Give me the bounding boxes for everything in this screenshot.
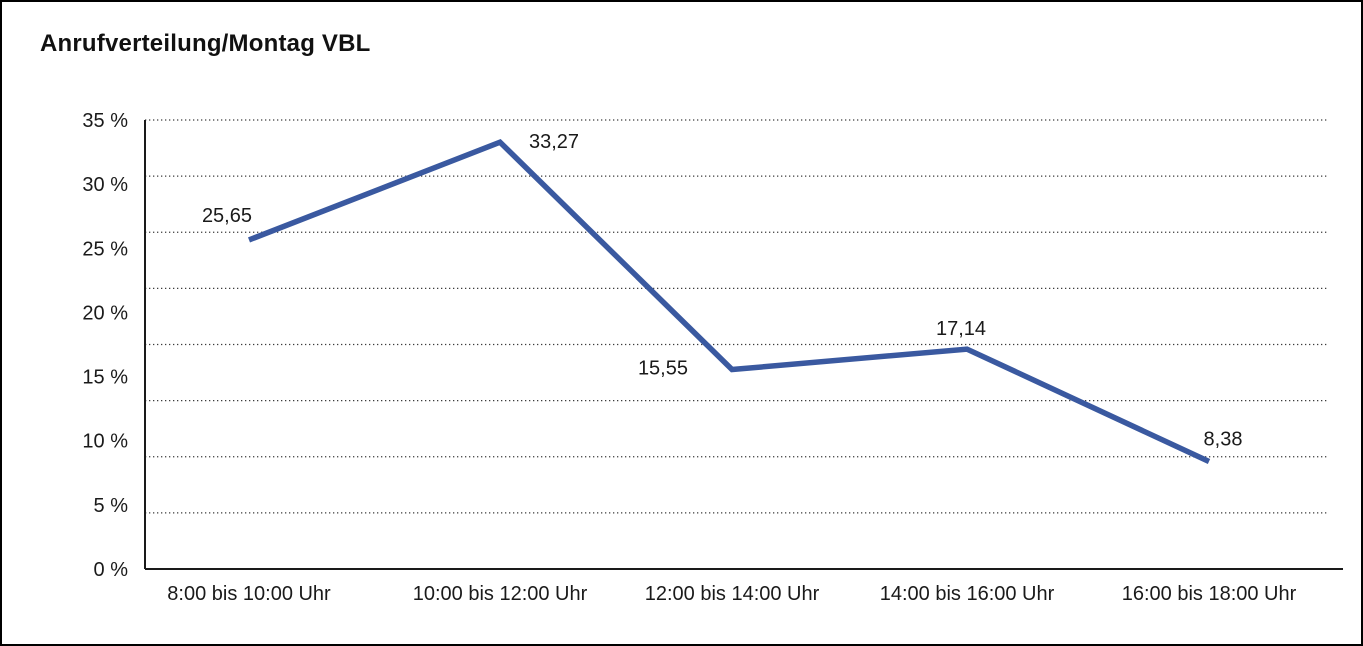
x-axis-category-label: 16:00 bis 18:00 Uhr — [1122, 583, 1297, 605]
y-axis-tick-label: 25 % — [82, 238, 128, 260]
x-axis-category-label: 8:00 bis 10:00 Uhr — [167, 583, 331, 605]
data-point-label: 25,65 — [202, 205, 252, 227]
x-axis-category-label: 12:00 bis 14:00 Uhr — [645, 583, 820, 605]
data-point-label: 33,27 — [529, 131, 579, 153]
y-axis-tick-label: 30 % — [82, 174, 128, 196]
y-axis-tick-label: 5 % — [94, 495, 129, 517]
data-point-label: 17,14 — [936, 318, 986, 340]
data-point-label: 8,38 — [1204, 428, 1243, 450]
y-axis-tick-label: 35 % — [82, 110, 128, 132]
x-axis-category-label: 14:00 bis 16:00 Uhr — [880, 583, 1055, 605]
y-axis-tick-label: 10 % — [82, 431, 128, 453]
y-axis-tick-label: 20 % — [82, 302, 128, 324]
chart-title: Anrufverteilung/Montag VBL — [40, 30, 371, 57]
data-series-line — [248, 138, 1211, 464]
x-axis-category-label: 10:00 bis 12:00 Uhr — [413, 583, 588, 605]
y-axis-tick-label: 0 % — [94, 559, 129, 581]
y-axis-tick-label: 15 % — [82, 367, 128, 389]
data-point-label: 15,55 — [638, 358, 688, 380]
